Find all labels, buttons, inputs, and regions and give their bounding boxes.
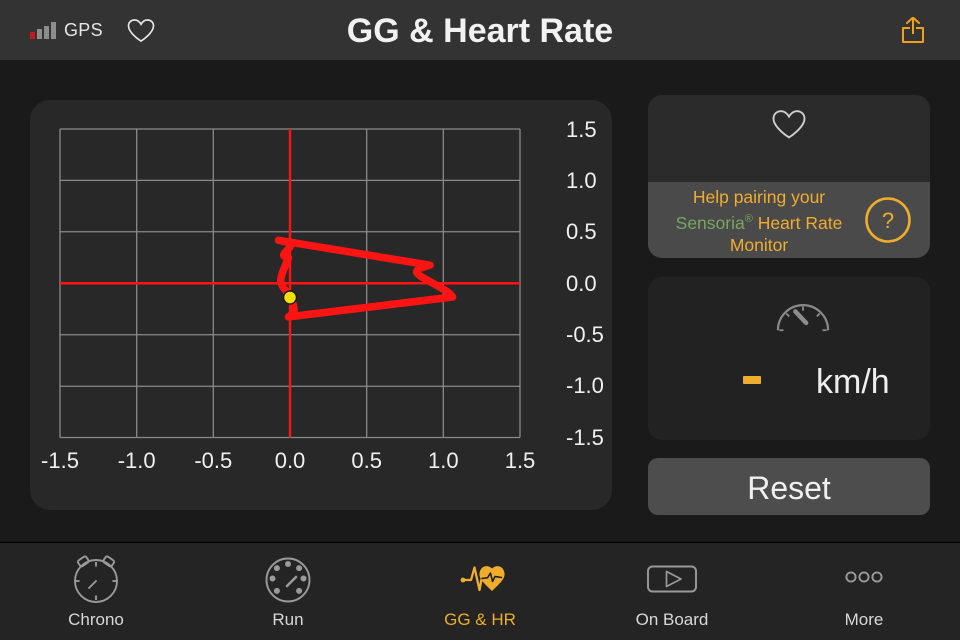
svg-text:1.5: 1.5 <box>505 448 536 473</box>
svg-text:-0.5: -0.5 <box>194 448 232 473</box>
svg-text:?: ? <box>882 208 894 233</box>
svg-text:-1.5: -1.5 <box>566 425 604 450</box>
svg-text:1.5: 1.5 <box>566 117 597 142</box>
svg-text:-1.0: -1.0 <box>118 448 156 473</box>
svg-text:1.0: 1.0 <box>428 448 459 473</box>
svg-text:0.5: 0.5 <box>566 219 597 244</box>
svg-text:0.0: 0.0 <box>566 271 597 296</box>
svg-text:-0.5: -0.5 <box>566 322 604 347</box>
svg-text:-1.5: -1.5 <box>41 448 79 473</box>
svg-text:0.5: 0.5 <box>351 448 382 473</box>
svg-text:0.0: 0.0 <box>275 448 306 473</box>
svg-text:1.0: 1.0 <box>566 168 597 193</box>
svg-text:-1.0: -1.0 <box>566 373 604 398</box>
